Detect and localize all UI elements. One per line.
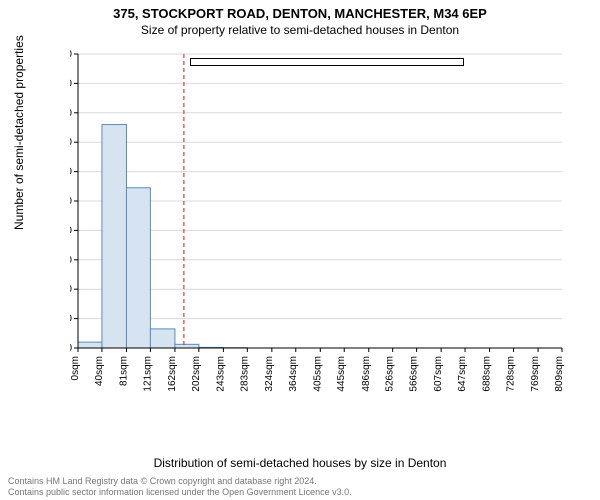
- chart-subtitle: Size of property relative to semi-detach…: [0, 23, 600, 37]
- svg-text:769sqm: 769sqm: [530, 356, 541, 392]
- svg-text:121sqm: 121sqm: [142, 356, 153, 392]
- annotation-box: [190, 58, 464, 66]
- chart-area: 0 200 400 600 800 1000 1200 1400 1600 1800 2000 0sq…: [70, 48, 570, 408]
- histogram-bar: [150, 329, 175, 348]
- svg-text:809sqm: 809sqm: [554, 356, 565, 392]
- caption-line-1: Contains HM Land Registry data © Crown c…: [8, 476, 352, 487]
- svg-text:1400: 1400: [70, 137, 72, 148]
- x-axis-label: Distribution of semi-detached houses by …: [0, 456, 600, 470]
- svg-text:1200: 1200: [70, 167, 72, 178]
- svg-text:162sqm: 162sqm: [167, 356, 178, 392]
- svg-text:400: 400: [70, 284, 72, 295]
- svg-text:200: 200: [70, 314, 72, 325]
- svg-text:324sqm: 324sqm: [264, 356, 275, 392]
- svg-text:526sqm: 526sqm: [385, 356, 396, 392]
- svg-text:1000: 1000: [70, 196, 72, 207]
- chart-title: 375, STOCKPORT ROAD, DENTON, MANCHESTER,…: [0, 6, 600, 21]
- y-axis-label: Number of semi-detached properties: [12, 35, 26, 230]
- data-source-caption: Contains HM Land Registry data © Crown c…: [8, 476, 352, 498]
- svg-text:688sqm: 688sqm: [482, 356, 493, 392]
- svg-text:728sqm: 728sqm: [506, 356, 517, 392]
- svg-text:2000: 2000: [70, 49, 72, 60]
- svg-text:1800: 1800: [70, 78, 72, 89]
- title-block: 375, STOCKPORT ROAD, DENTON, MANCHESTER,…: [0, 0, 600, 37]
- svg-text:566sqm: 566sqm: [409, 356, 420, 392]
- svg-text:202sqm: 202sqm: [191, 356, 202, 392]
- histogram-bar: [175, 344, 199, 348]
- histogram-bar: [102, 125, 127, 348]
- histogram-plot: 0 200 400 600 800 1000 1200 1400 1600 1800 2000 0sq…: [70, 48, 570, 408]
- svg-text:1600: 1600: [70, 108, 72, 119]
- svg-text:600: 600: [70, 255, 72, 266]
- svg-text:405sqm: 405sqm: [312, 356, 323, 392]
- svg-text:607sqm: 607sqm: [433, 356, 444, 392]
- svg-text:486sqm: 486sqm: [361, 356, 372, 392]
- svg-text:800: 800: [70, 225, 72, 236]
- histogram-bar: [78, 342, 102, 348]
- svg-text:243sqm: 243sqm: [215, 356, 226, 392]
- histogram-bar: [126, 188, 150, 348]
- svg-text:283sqm: 283sqm: [239, 356, 250, 392]
- svg-text:0: 0: [70, 343, 72, 354]
- caption-line-2: Contains public sector information licen…: [8, 487, 352, 498]
- svg-text:81sqm: 81sqm: [118, 356, 129, 386]
- svg-text:0sqm: 0sqm: [70, 356, 81, 380]
- svg-text:445sqm: 445sqm: [336, 356, 347, 392]
- svg-text:364sqm: 364sqm: [288, 356, 299, 392]
- svg-text:40sqm: 40sqm: [94, 356, 105, 386]
- svg-text:647sqm: 647sqm: [457, 356, 468, 392]
